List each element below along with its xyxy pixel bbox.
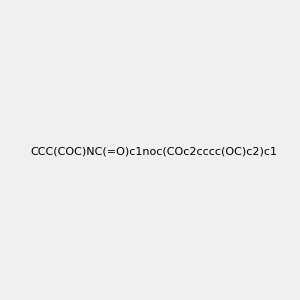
Text: CCC(COC)NC(=O)c1noc(COc2cccc(OC)c2)c1: CCC(COC)NC(=O)c1noc(COc2cccc(OC)c2)c1 [30, 146, 277, 157]
